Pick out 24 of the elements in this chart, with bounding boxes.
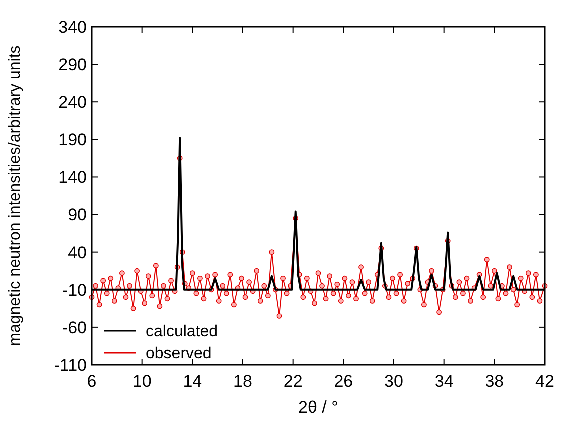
y-tick-label: 40 <box>68 243 87 262</box>
y-tick-label: 190 <box>58 130 87 150</box>
x-tick-label: 18 <box>234 372 252 391</box>
legend-label: observed <box>146 346 212 363</box>
y-tick-label: 340 <box>58 18 87 37</box>
x-tick-label: 38 <box>485 372 504 391</box>
x-tick-label: 26 <box>334 372 354 391</box>
x-tick-label: 22 <box>284 372 303 391</box>
y-tick-label: 90 <box>68 206 87 225</box>
x-axis-title: 2θ / ° <box>298 398 338 417</box>
x-tick-label: 10 <box>132 372 152 391</box>
x-tick-label: 34 <box>434 372 454 391</box>
y-tick-label: -10 <box>62 280 87 300</box>
x-tick-label: 6 <box>87 372 97 391</box>
y-tick-label: 290 <box>58 56 87 75</box>
x-tick-label: 42 <box>536 372 554 391</box>
y-axis-title: magnetic neutron intensities/arbitrary units <box>7 46 24 346</box>
y-tick-label: 240 <box>58 93 87 112</box>
y-tick-label: -60 <box>62 318 87 338</box>
legend-label: calculated <box>146 324 218 341</box>
y-tick-label: -110 <box>54 356 87 375</box>
x-tick-label: 30 <box>384 372 404 391</box>
x-tick-label: 14 <box>183 372 202 391</box>
y-tick-label: 140 <box>58 168 87 188</box>
